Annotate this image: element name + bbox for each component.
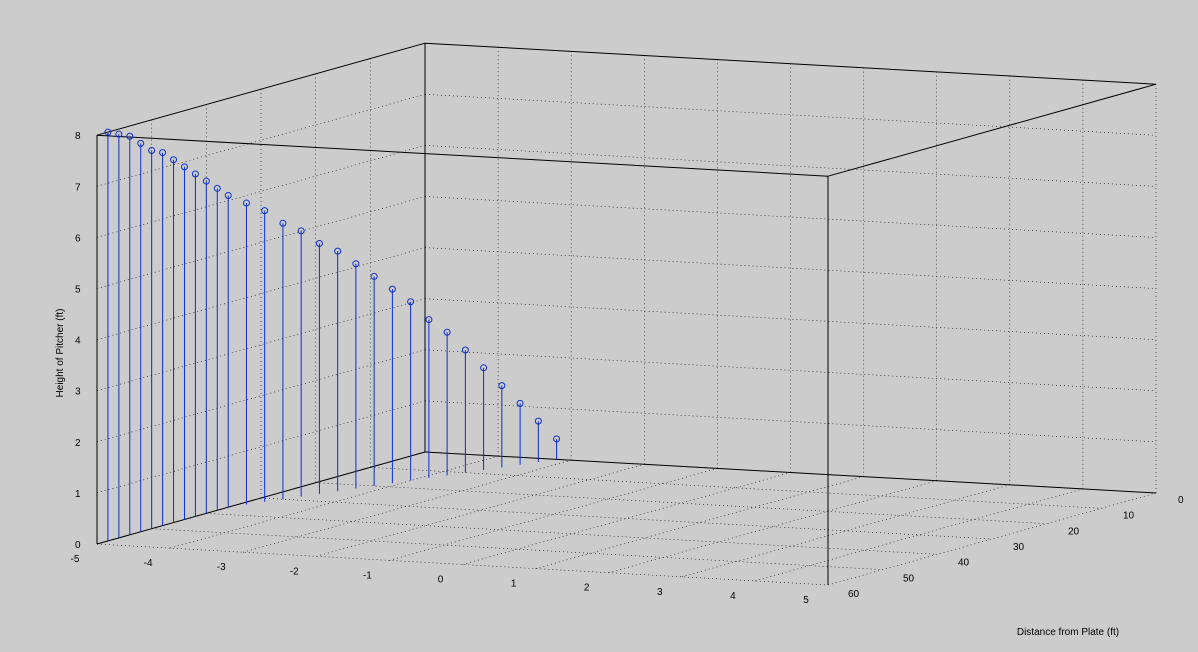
stem-marker bbox=[516, 399, 524, 407]
x-tick-label: 1 bbox=[511, 579, 517, 590]
y-tick-label: 30 bbox=[1013, 542, 1025, 553]
z-tick-label: 2 bbox=[75, 438, 81, 449]
stem-marker bbox=[180, 163, 188, 171]
side-wall-grid-line bbox=[96, 400, 426, 494]
side-wall-grid-line bbox=[96, 196, 426, 289]
floor-grid-line bbox=[827, 492, 1157, 586]
floor-grid-line bbox=[170, 455, 499, 549]
y-tick-label: 60 bbox=[848, 589, 860, 600]
stem-marker bbox=[126, 132, 134, 140]
stem-marker bbox=[534, 417, 542, 425]
y-tick-label: 40 bbox=[958, 558, 970, 569]
stem-marker bbox=[443, 328, 451, 336]
data-stems bbox=[104, 128, 561, 541]
stem-marker bbox=[461, 346, 469, 354]
box-edge bbox=[96, 134, 829, 177]
stem-marker bbox=[191, 170, 199, 178]
side-wall-grid-line bbox=[96, 298, 426, 391]
stem-marker bbox=[553, 435, 561, 443]
stem-marker bbox=[261, 207, 269, 215]
stem-marker bbox=[498, 382, 506, 390]
floor-grid-line bbox=[243, 459, 572, 553]
x-tick-label: -2 bbox=[290, 566, 299, 577]
stem-marker bbox=[159, 149, 167, 157]
floor-grid-line bbox=[681, 484, 1010, 578]
back-wall-grid-line bbox=[424, 298, 1157, 340]
stem-marker bbox=[148, 147, 156, 155]
stem-marker bbox=[315, 240, 323, 248]
z-tick-label: 7 bbox=[75, 182, 81, 193]
box-edge bbox=[96, 42, 426, 136]
y-axis-label: Distance from Plate (ft) bbox=[1017, 627, 1119, 638]
z-tick-label: 1 bbox=[75, 489, 81, 500]
floor-grid-line bbox=[316, 464, 645, 557]
floor-grid-line bbox=[754, 488, 1083, 582]
stem-marker bbox=[388, 285, 396, 293]
stem-marker bbox=[370, 272, 378, 280]
y-tick-label: 10 bbox=[1123, 511, 1135, 522]
x-tick-label: 2 bbox=[584, 583, 590, 594]
x-tick-label: -4 bbox=[144, 558, 153, 569]
x-tick-label: 3 bbox=[657, 587, 663, 598]
x-tick-label: -5 bbox=[71, 554, 80, 565]
stem-marker bbox=[170, 156, 178, 164]
box-edge bbox=[827, 83, 1157, 177]
x-tick-label: 0 bbox=[438, 575, 444, 586]
floor-grid-line bbox=[260, 497, 993, 540]
stem-marker bbox=[425, 316, 433, 324]
floor-grid-line bbox=[535, 476, 864, 569]
stem-marker bbox=[202, 177, 210, 185]
z-axis-label: Height of Pitcher (ft) bbox=[55, 309, 66, 398]
z-tick-label: 5 bbox=[75, 285, 81, 296]
stem-marker bbox=[352, 260, 360, 268]
y-tick-label: 0 bbox=[1178, 495, 1184, 506]
z-tick-label: 4 bbox=[75, 336, 81, 347]
x-tick-label: -1 bbox=[363, 570, 372, 581]
background-grid bbox=[96, 42, 1157, 586]
z-tick-label: 3 bbox=[75, 387, 81, 398]
x-tick-label: 5 bbox=[803, 595, 809, 606]
stem-marker bbox=[115, 130, 123, 138]
box-edge bbox=[424, 42, 1157, 85]
box-edge bbox=[424, 451, 1157, 494]
x-tick-label: -3 bbox=[217, 562, 226, 573]
z-tick-label: 6 bbox=[75, 233, 81, 244]
stem-marker bbox=[480, 364, 488, 372]
floor-grid-line bbox=[315, 482, 1047, 524]
side-wall-grid-line bbox=[96, 349, 426, 443]
floor-grid-line bbox=[370, 467, 1102, 509]
side-wall-grid-line bbox=[96, 94, 426, 187]
floor-grid-line bbox=[462, 472, 791, 565]
stem-marker bbox=[213, 184, 221, 192]
stem-marker bbox=[334, 247, 342, 255]
stem-marker bbox=[297, 227, 305, 235]
y-tick-label: 20 bbox=[1068, 526, 1080, 537]
z-tick-label: 8 bbox=[75, 131, 81, 142]
y-tick-label: 50 bbox=[903, 573, 915, 584]
side-wall-grid-line bbox=[96, 145, 426, 238]
axes-box bbox=[96, 42, 1157, 585]
x-tick-label: 4 bbox=[730, 591, 736, 602]
stem-marker bbox=[242, 199, 250, 207]
stem-marker bbox=[104, 128, 112, 136]
stem-marker bbox=[137, 139, 145, 147]
back-wall-grid-line bbox=[424, 196, 1157, 238]
z-tick-label: 0 bbox=[75, 540, 81, 551]
stem-marker bbox=[407, 298, 415, 306]
stem-marker bbox=[224, 191, 232, 199]
stem-marker bbox=[279, 219, 287, 227]
